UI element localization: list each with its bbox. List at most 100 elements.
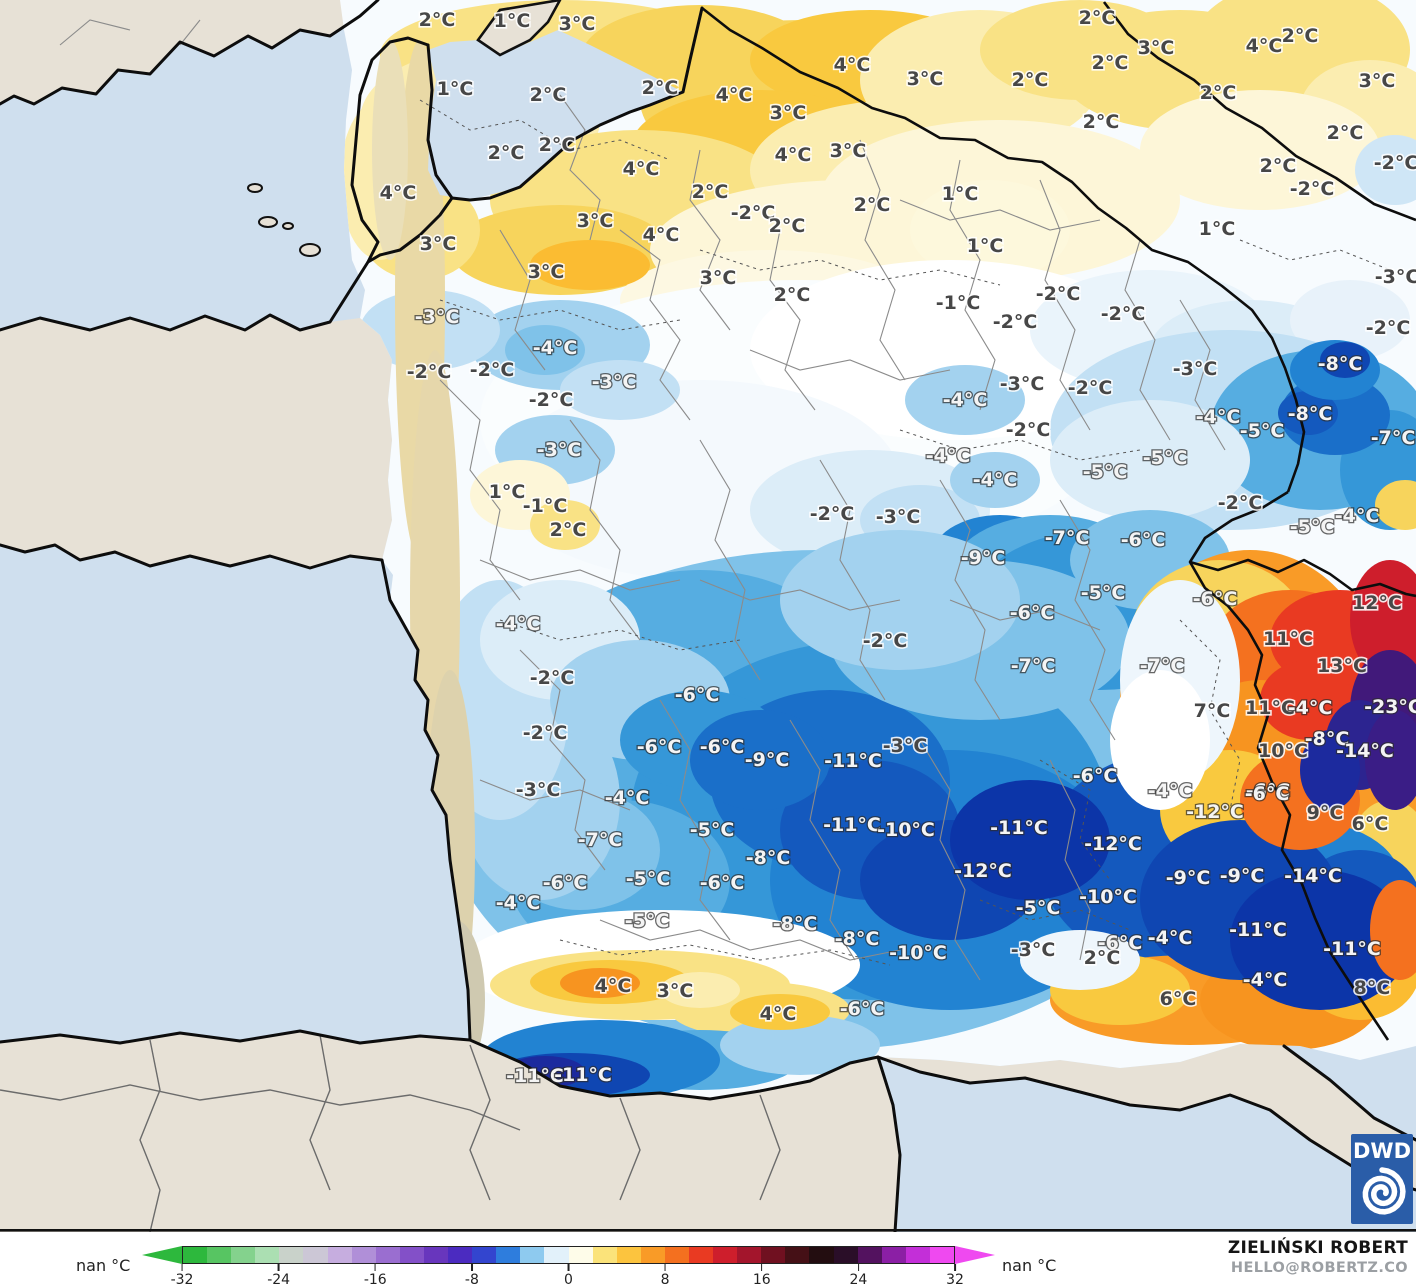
temperature-label: 1°C <box>489 481 526 503</box>
temperature-label: -3°C <box>1173 358 1218 380</box>
temperature-label: -2°C <box>1006 419 1051 441</box>
temperature-label: -3°C <box>537 439 582 461</box>
colorbar-segment <box>399 1247 424 1263</box>
temperature-label: -2°C <box>731 202 776 224</box>
colorbar-segment <box>737 1247 762 1263</box>
temperature-label: 4°C <box>643 224 680 246</box>
temperature-label: 2°C <box>488 142 525 164</box>
temperature-label: 4°C <box>760 1003 797 1025</box>
colorbar-segment <box>905 1247 930 1263</box>
temperature-label: 3°C <box>657 980 694 1002</box>
temperature-label: 6°C <box>1352 813 1389 835</box>
temperature-label: -9°C <box>1166 867 1211 889</box>
temperature-label: 2°C <box>1084 947 1121 969</box>
temperature-label: 11°C <box>1245 697 1295 719</box>
temperature-label: 3°C <box>907 68 944 90</box>
temperature-label: 13°C <box>1317 655 1367 677</box>
temperature-label: 1°C <box>437 78 474 100</box>
temperature-label: -11°C <box>824 750 882 772</box>
attribution: ZIELIŃSKI ROBERT HELLO@ROBERTZ.CO <box>1228 1238 1408 1277</box>
temperature-label: -1°C <box>523 495 568 517</box>
mediterranean-coast-land <box>878 1044 1416 1190</box>
temperature-label: 2°C <box>642 77 679 99</box>
colorbar <box>182 1246 955 1264</box>
temperature-label: -5°C <box>625 910 670 932</box>
colorbar-tick: 0 <box>564 1264 573 1287</box>
legend-right-unit: nan °C <box>1002 1256 1057 1275</box>
dwd-logo-text: DWD <box>1353 1139 1411 1163</box>
temperature-label: -2°C <box>863 630 908 652</box>
temperature-label: -23°C <box>1364 696 1416 718</box>
colorbar-segment <box>544 1247 569 1263</box>
temperature-label: -14°C <box>1336 740 1394 762</box>
temperature-label: -6°C <box>700 736 745 758</box>
temperature-label: -10°C <box>1079 886 1137 908</box>
temperature-label: -12°C <box>1084 833 1142 855</box>
colorbar-segment <box>327 1247 352 1263</box>
temperature-label: 6°C <box>1160 988 1197 1010</box>
temperature-label: -9°C <box>961 547 1006 569</box>
colorbar-legend: nan °C -32 -24 -16 -8 0 8 16 24 32 nan °C <box>0 1232 1416 1287</box>
colorbar-segment <box>183 1247 208 1263</box>
temperature-label: 12°C <box>1352 592 1402 614</box>
temperature-label: -9°C <box>1220 865 1265 887</box>
temperature-label: -2°C <box>993 311 1038 333</box>
temperature-label: -11°C <box>990 817 1048 839</box>
temperature-label: -2°C <box>1068 377 1113 399</box>
author-name: ZIELIŃSKI ROBERT <box>1227 1238 1408 1258</box>
colorbar-segment <box>785 1247 810 1263</box>
temperature-label: -4°C <box>496 892 541 914</box>
france-temperature-map: 2°C 1°C 3°C4°C3°C 2°C4°C3°C1°C 2°C 2°C2°C 2°C4… <box>0 0 1416 1232</box>
colorbar-tick: -32 <box>171 1264 193 1287</box>
temperature-label: 2°C <box>769 215 806 237</box>
temperature-label: -12°C <box>954 860 1012 882</box>
colorbar-segment <box>761 1247 786 1263</box>
colorbar-segment <box>833 1247 858 1263</box>
colorbar-segment <box>303 1247 328 1263</box>
colorbar-tick: -16 <box>364 1264 387 1287</box>
coastlines <box>0 0 1416 1232</box>
colorbar-segment <box>688 1247 714 1263</box>
temperature-label: -3°C <box>516 779 561 801</box>
temperature-label: -3°C <box>1375 266 1416 288</box>
colorbar-tick: 16 <box>753 1264 771 1287</box>
temperature-label: -3°C <box>876 506 921 528</box>
temperature-label: -3°C <box>415 306 460 328</box>
colorbar-segment <box>472 1247 497 1263</box>
temperature-label: -6°C <box>543 872 588 894</box>
temperature-label: -2°C <box>810 503 855 525</box>
brittany-land <box>0 315 392 568</box>
colorbar-segment <box>279 1247 304 1263</box>
colorbar-segment <box>520 1247 545 1263</box>
colorbar-segment <box>616 1247 641 1263</box>
temperature-label: 7°C <box>1194 700 1231 722</box>
temperature-label: 3°C <box>830 140 867 162</box>
temperature-label: -4°C <box>605 787 650 809</box>
temperature-label: -2°C <box>407 361 452 383</box>
temperature-label: -14°C <box>1284 865 1342 887</box>
temperature-label: -2°C <box>1290 178 1335 200</box>
colorbar-segment <box>207 1247 232 1263</box>
temperature-label: -7°C <box>1011 655 1056 677</box>
temperature-label: -11°C <box>554 1064 612 1086</box>
dover-land <box>476 0 562 57</box>
england-land <box>0 0 378 104</box>
colorbar-segment <box>448 1247 473 1263</box>
temperature-label: 10°C <box>1258 740 1308 762</box>
colorbar-ticks: -32 -24 -16 -8 0 8 16 24 32 <box>171 1264 964 1287</box>
temperature-label: -8°C <box>773 913 818 935</box>
temperature-label: -12°C <box>1186 801 1244 823</box>
temperature-label: 4°C <box>623 158 660 180</box>
temperature-label: 9°C <box>1307 802 1344 824</box>
temperature-label: 1°C <box>1199 218 1236 240</box>
temperature-label: 3°C <box>528 261 565 283</box>
temperature-label: -11°C <box>823 814 881 836</box>
colorbar-tick: 32 <box>946 1264 964 1287</box>
legend-left-unit: nan °C <box>76 1256 131 1275</box>
temperature-label: -6°C <box>1246 780 1291 802</box>
temperature-labels: 2°C 1°C 3°C4°C3°C 2°C4°C3°C1°C 2°C 2°C2°C 2°C4… <box>378 5 1416 1088</box>
map-frame <box>0 1229 1416 1232</box>
temperature-label: -6°C <box>1098 932 1143 954</box>
temperature-label: 2°C <box>1282 25 1319 47</box>
temperature-label: -4°C <box>496 613 541 635</box>
